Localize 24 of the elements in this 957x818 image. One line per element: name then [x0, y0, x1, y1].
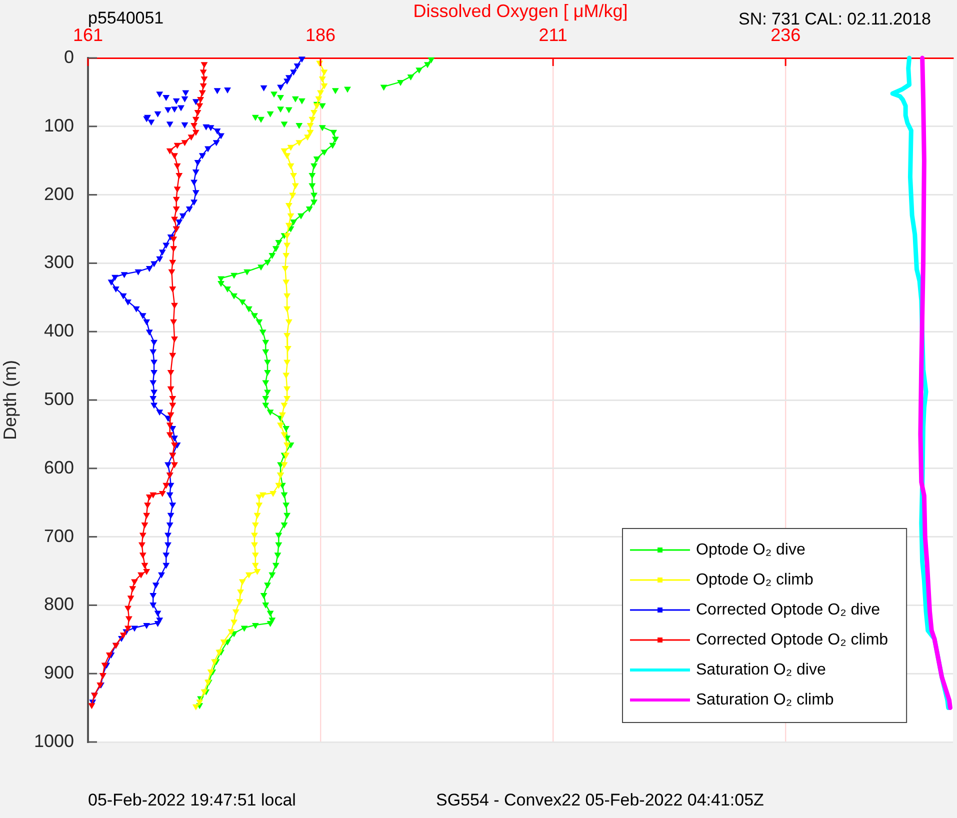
y-tick-label: 100: [44, 115, 74, 136]
x-tick-label: 211: [538, 25, 568, 46]
y-tick-label: 200: [44, 184, 74, 204]
legend-label: Saturation O₂ climb: [696, 691, 834, 708]
text: SG554 - Convex22 05-Feb-2022 04:41:05Z: [436, 790, 764, 810]
y-tick-label: 700: [44, 526, 74, 546]
legend-label: Corrected Optode O₂ dive: [696, 601, 880, 618]
text: 05-Feb-2022 19:47:51 local: [88, 790, 296, 810]
y-tick-label: 500: [44, 388, 74, 409]
chart-title: p5540051: [88, 8, 164, 28]
legend-label: Corrected Optode O₂ climb: [696, 631, 888, 648]
y-tick-label: 300: [44, 252, 74, 272]
y-tick-label: 0: [64, 46, 74, 67]
y-tick-label: 400: [44, 320, 74, 341]
legend-label: Saturation O₂ dive: [696, 661, 826, 678]
y-tick-label: 1000: [34, 730, 74, 751]
y-tick-label: 600: [44, 457, 74, 478]
legend-label: Optode O₂ climb: [696, 571, 814, 588]
x-axis-title: Dissolved Oxygen [ μM/kg]: [413, 0, 628, 21]
y-axis-title: Depth (m): [0, 360, 20, 440]
y-tick-label: 800: [44, 594, 74, 614]
y-tick-label: 900: [44, 662, 74, 683]
legend-label: Optode O₂ dive: [696, 541, 806, 558]
x-tick-label: 186: [306, 25, 336, 46]
